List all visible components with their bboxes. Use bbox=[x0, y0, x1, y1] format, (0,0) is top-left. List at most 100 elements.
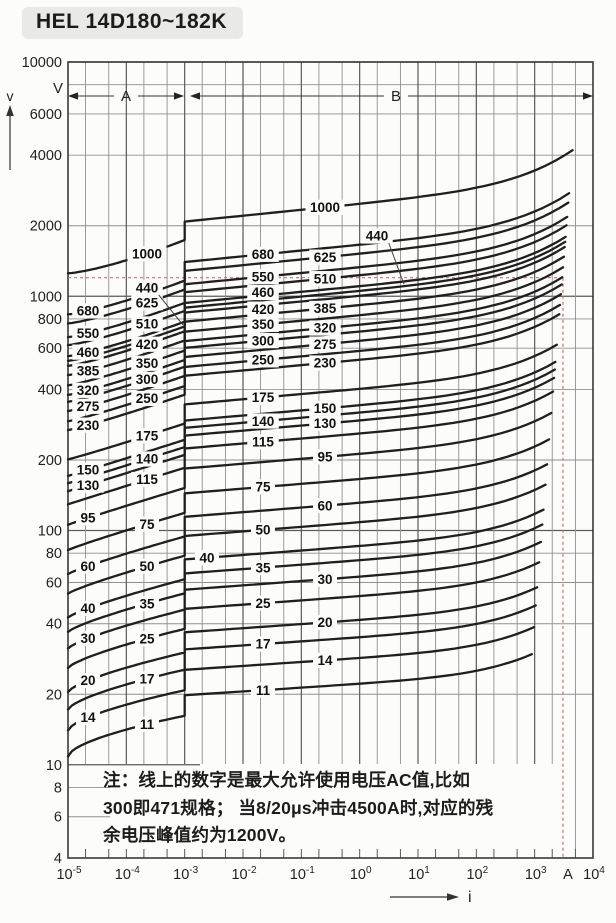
y-tick-label: 6 bbox=[54, 810, 62, 826]
curve-label-bg bbox=[247, 333, 279, 349]
y-tick-label: 40 bbox=[46, 617, 62, 633]
curve-label-bg bbox=[131, 451, 163, 467]
curve-150 bbox=[66, 360, 557, 478]
x-tick-label: 100 bbox=[350, 865, 372, 883]
curve-label-bg bbox=[247, 269, 279, 285]
curve-label: 50 bbox=[255, 523, 270, 538]
y-tick-label: 20 bbox=[46, 687, 62, 703]
curve-label: 115 bbox=[136, 472, 158, 487]
y-tick-label: 10000 bbox=[22, 55, 62, 71]
curve-label-bg bbox=[131, 428, 163, 444]
y-tick-label: 600 bbox=[38, 341, 62, 357]
y-tick-label: 800 bbox=[38, 312, 62, 328]
curve-label: 40 bbox=[199, 550, 214, 565]
curve-385 bbox=[66, 255, 566, 377]
curve-115 bbox=[66, 390, 555, 506]
curve-label: 60 bbox=[317, 498, 332, 513]
curve-95 bbox=[66, 411, 553, 526]
y-tick-label: 100 bbox=[38, 524, 62, 540]
curve-label-bg bbox=[131, 371, 163, 387]
curve-label-bg bbox=[72, 417, 104, 433]
curve-label: 11 bbox=[140, 717, 155, 732]
region-arrows bbox=[68, 92, 593, 100]
region-label-b: B bbox=[391, 88, 401, 105]
page-title: HEL 14D180~182K bbox=[22, 7, 243, 39]
curve-label: 460 bbox=[77, 345, 100, 360]
y-tick-label: 80 bbox=[46, 546, 62, 562]
curve-label: 40 bbox=[80, 601, 95, 616]
curve-label: 300 bbox=[252, 333, 275, 348]
curve-label: 420 bbox=[136, 337, 159, 352]
curve-label: 440 bbox=[136, 281, 159, 296]
curve-label-bg bbox=[247, 246, 279, 262]
curve-label-bg bbox=[251, 522, 275, 538]
curve-label-bg bbox=[127, 246, 167, 262]
curve-label: 1000 bbox=[310, 200, 340, 215]
curve-label: 25 bbox=[255, 596, 271, 611]
curve-175 bbox=[66, 343, 558, 461]
curve-label-bg bbox=[131, 316, 163, 332]
curve-label: 14 bbox=[80, 710, 96, 725]
curve-420 bbox=[66, 245, 566, 367]
curve-label-bg bbox=[309, 336, 341, 352]
x-tick-label: 10-1 bbox=[290, 865, 315, 883]
curve-label-bg bbox=[76, 709, 100, 726]
curve-680 bbox=[66, 192, 571, 316]
curve-label-bg bbox=[131, 280, 163, 296]
y-tick-label: 60 bbox=[46, 575, 62, 591]
curve-30 bbox=[66, 540, 543, 650]
curve-label-bg bbox=[72, 477, 104, 493]
curve-label: 625 bbox=[314, 250, 337, 265]
curve-label-bg bbox=[76, 510, 100, 526]
curve-17 bbox=[66, 604, 537, 711]
curve-label: 350 bbox=[252, 317, 275, 332]
y-tick-label: 8 bbox=[54, 780, 62, 796]
x-tick-label: 101 bbox=[408, 865, 430, 883]
x-tick-label: 104 bbox=[583, 865, 605, 883]
curve-350 bbox=[66, 266, 565, 387]
curve-440 bbox=[66, 240, 567, 363]
curve-label-bg bbox=[131, 336, 163, 352]
curve-20 bbox=[66, 586, 539, 694]
leader-line bbox=[388, 242, 405, 285]
curve-label: 35 bbox=[255, 560, 271, 575]
curve-40 bbox=[66, 508, 545, 619]
curve-50 bbox=[66, 483, 547, 595]
x-tick-label: 102 bbox=[466, 865, 488, 883]
curve-label: 150 bbox=[314, 401, 337, 416]
curve-label: 385 bbox=[77, 364, 100, 379]
curve-label-bg bbox=[135, 716, 159, 732]
curve-label: 350 bbox=[136, 356, 159, 371]
curve-label-bg bbox=[131, 295, 163, 311]
curve-300 bbox=[66, 283, 563, 403]
curve-label-bg bbox=[131, 471, 163, 488]
curve-35 bbox=[66, 523, 544, 634]
note: 注：线上的数字是最大允许使用电压AC值,比如 300即471规格； 当8/20μ… bbox=[103, 767, 583, 850]
curve-label-bg bbox=[135, 671, 159, 687]
curve-label-bg bbox=[305, 199, 345, 215]
curve-label-bg bbox=[309, 249, 341, 265]
curve-60 bbox=[66, 463, 549, 576]
curve-labels: 1000 1000 680 680 625 625 550 550 510 510 460 460 44… bbox=[72, 199, 405, 732]
curve-label: 250 bbox=[252, 353, 275, 368]
curve-label-bg bbox=[72, 462, 104, 478]
curve-label: 250 bbox=[136, 391, 159, 406]
curve-550 bbox=[66, 215, 569, 339]
curve-label-bg bbox=[313, 652, 337, 668]
y-tick-label: 400 bbox=[38, 382, 62, 398]
x-axis-arrow-icon bbox=[390, 893, 459, 901]
curve-130 bbox=[66, 376, 556, 493]
y-axis-indicator: v bbox=[7, 88, 14, 104]
curve-label: 230 bbox=[77, 418, 100, 433]
curve-label-bg bbox=[309, 400, 341, 416]
curve-label: 625 bbox=[136, 295, 159, 310]
note-line-2: 300即471规格； 当8/20μs冲击4500A时,对应的残 bbox=[103, 797, 494, 818]
curve-label: 11 bbox=[256, 683, 271, 698]
curve-label: 175 bbox=[136, 428, 159, 443]
curve-label: 25 bbox=[139, 631, 155, 646]
curve-label: 130 bbox=[77, 478, 100, 493]
curve-label: 150 bbox=[77, 463, 100, 478]
curve-label-bg bbox=[131, 390, 163, 407]
curve-label: 75 bbox=[255, 480, 271, 495]
curve-label-bg bbox=[72, 325, 104, 341]
